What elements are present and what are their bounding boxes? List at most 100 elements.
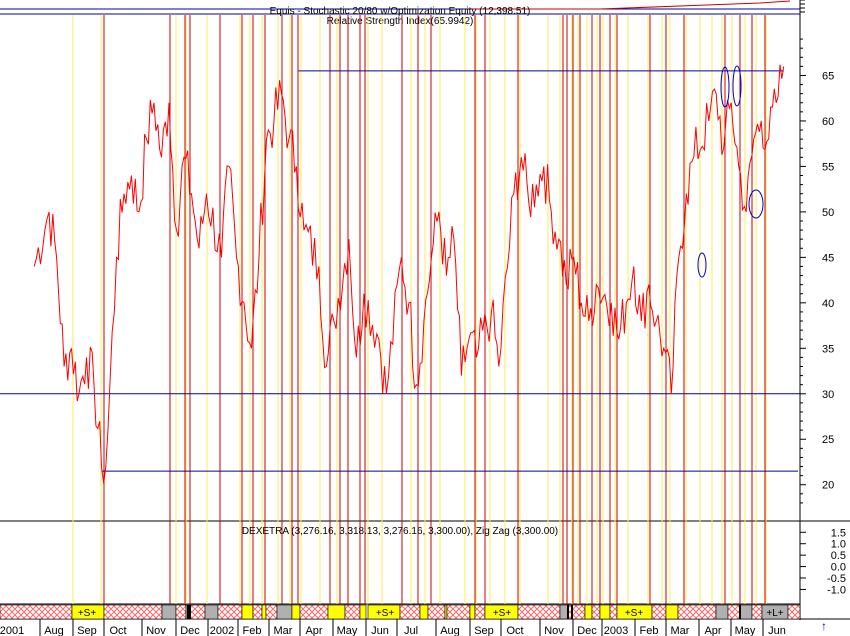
y-tick-label: 40 (822, 298, 834, 310)
signal-bar-segment (241, 604, 254, 620)
signal-bar-segment (419, 604, 429, 620)
x-tick-label: Nov (146, 625, 166, 636)
x-tick-label: Oct (506, 625, 523, 636)
signal-bar-segment (399, 604, 421, 620)
signal-bar-segment (609, 604, 618, 620)
signal-bar-segment (103, 604, 163, 620)
annotation-circle (720, 66, 730, 108)
signal-bar-segment (559, 604, 569, 620)
x-tick-label: Jun (768, 625, 786, 636)
signal-bar-segment (204, 604, 219, 620)
x-tick-label: May (337, 625, 358, 636)
signal-bar-segment (599, 604, 611, 620)
signal-bar-label: +S+ (625, 608, 644, 619)
y-axis: 20 25 30 35 40 45 50 55 60 65 (800, 0, 834, 504)
x-tick-label: Nov (544, 625, 564, 636)
signal-bar-segment (665, 604, 679, 620)
signal-bar-label: +S+ (78, 608, 97, 619)
x-tick-label: Apr (305, 625, 322, 636)
signal-bar-label: +S+ (376, 608, 395, 619)
signal-bar-segment (359, 604, 367, 620)
signal-bar-segment (727, 604, 741, 620)
y-tick-label: 35 (822, 343, 834, 355)
chart-title: Relative Strength Index(65.9942) (327, 16, 474, 27)
x-tick-label: 2001 (0, 625, 24, 636)
signal-bar-segment (261, 604, 267, 620)
y-tick-label: 20 (822, 480, 834, 492)
annotation-circle (732, 65, 742, 107)
x-tick-label: Feb (640, 625, 659, 636)
y-tick-label: 25 (822, 434, 834, 446)
x-tick-label: Mar (671, 625, 690, 636)
annotation-circles (697, 65, 764, 278)
lower-caption: DEXETRA (3,276.16, 3,318.13, 3,276.16, 3… (242, 526, 558, 537)
signal-bar-segment (0, 604, 73, 620)
x-axis: 2001 Aug Sep Oct Nov Dec 2002 Feb Mar Apr May Jun Ju… (0, 619, 786, 636)
x-tick-label: May (735, 625, 756, 636)
x-tick-label: Dec (180, 625, 200, 636)
signal-bar-segment (175, 604, 187, 620)
x-tick-label: Sep (77, 625, 97, 636)
signal-bar-segment (217, 604, 243, 620)
rsi-series-line (33, 64, 785, 484)
signal-bar-label: +S+ (493, 608, 512, 619)
signal-bar-segment (469, 604, 476, 620)
lower-y-tick-label: 1.5 (831, 527, 846, 539)
signal-bar-segment (739, 604, 753, 620)
x-tick-label: Jun (371, 625, 389, 636)
signal-bar-segment (327, 604, 346, 620)
x-tick-label: Oct (109, 625, 126, 636)
signal-bar-segment (252, 604, 263, 620)
x-tick-label: 2003 (604, 625, 628, 636)
signal-bar-segment (291, 604, 301, 620)
signal-bar-segment (427, 604, 446, 620)
signal-bar-segment (265, 604, 278, 620)
x-tick-label: Apr (704, 625, 721, 636)
level-lines (0, 70, 800, 472)
signal-bar-segment (677, 604, 717, 620)
x-tick-label: Sep (474, 625, 494, 636)
x-tick-label: Feb (243, 625, 262, 636)
signal-bar-segment (474, 604, 486, 620)
lower-y-tick-label: 0.5 (831, 550, 846, 562)
signal-bar-segment (651, 604, 667, 620)
lower-y-tick-label: -1.0 (827, 584, 846, 596)
signal-bar-segment (715, 604, 729, 620)
x-tick-label: Aug (440, 625, 460, 636)
signal-bar-segment (161, 604, 177, 620)
y-tick-label: 50 (822, 207, 834, 219)
y-tick-label: 30 (822, 389, 834, 401)
signal-bar-segment (299, 604, 329, 620)
x-tick-label: Aug (44, 625, 64, 636)
lower-y-tick-label: -0.5 (827, 573, 846, 585)
x-tick-label: Mar (274, 625, 293, 636)
y-tick-label: 55 (822, 161, 834, 173)
signal-bar-segment (591, 604, 601, 620)
signal-bar-segment (446, 604, 471, 620)
annotation-circle (748, 189, 764, 219)
signal-bar-segment (567, 604, 586, 620)
lower-y-tick-label: 0.0 (831, 562, 846, 574)
rsi-plot (33, 64, 785, 484)
signal-bar-segment (189, 604, 206, 620)
nav-arrow-icon[interactable]: ↑ (821, 619, 827, 633)
x-tick-label: Jul (404, 625, 418, 636)
y-tick-label: 65 (822, 70, 834, 82)
signal-bar-segment (751, 604, 763, 620)
signal-bar-segment (517, 604, 561, 620)
y-tick-label: 45 (822, 252, 834, 264)
x-tick-label: 2002 (210, 625, 234, 636)
signal-bar-segment (584, 604, 593, 620)
annotation-circle (697, 252, 707, 278)
signal-bar-segment (276, 604, 293, 620)
signal-bar: +S+ +S+ +S+ +S+ +L+ (0, 604, 801, 620)
y-tick-label: 60 (822, 116, 834, 128)
signal-bar-label: +L+ (766, 608, 783, 619)
signal-bar-segment (787, 604, 801, 620)
equity-caption: Equis - Stochastic 20/80 w/Optimization … (270, 6, 531, 17)
lower-panel: DEXETRA (3,276.16, 3,318.13, 3,276.16, 3… (242, 526, 846, 596)
signal-bar-segment (344, 604, 361, 620)
x-tick-label: Dec (577, 625, 597, 636)
lower-y-tick-label: 1.0 (831, 539, 846, 551)
